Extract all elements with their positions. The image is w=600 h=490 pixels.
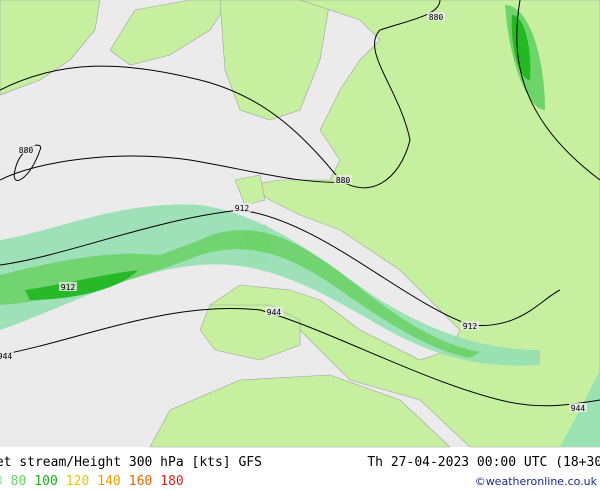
legend-value: 160: [129, 474, 152, 489]
legend-value: 60: [0, 474, 3, 489]
contour-label-bg: [17, 145, 35, 154]
valid-time: Th 27-04-2023 00:00 UTC (18+30): [367, 455, 600, 470]
contour-label: 944: [0, 352, 12, 361]
contour-label: 880: [336, 176, 351, 185]
map-title: Jet stream/Height 300 hPa [kts] GFS: [0, 455, 262, 470]
contour-label: 944: [267, 308, 282, 317]
legend-value: 120: [66, 474, 89, 489]
contour-label-bg: [569, 403, 587, 412]
contour-label: 944: [571, 404, 586, 413]
legend: 60 80 100 120 140 160 180: [0, 474, 184, 489]
contour-labels: 880 880 880 912 912 912 944 944 944: [0, 12, 587, 413]
contour-label: 912: [235, 204, 250, 213]
jet-bands: [0, 5, 600, 447]
contour-label: 912: [463, 322, 478, 331]
band-80: [0, 229, 480, 358]
land: [0, 0, 600, 448]
contours: [0, 0, 600, 407]
contour-label-bg: [233, 203, 251, 212]
contour-label-bg: [59, 282, 77, 291]
band-60-se: [560, 370, 600, 447]
contour-label: 880: [19, 146, 34, 155]
band-100: [25, 270, 138, 300]
legend-value: 140: [97, 474, 120, 489]
legend-value: 180: [160, 474, 183, 489]
contour-label: 880: [429, 13, 444, 22]
contour-label: 912: [61, 283, 76, 292]
contour-label-bg: [427, 12, 445, 21]
credit: ©weatheronline.co.uk: [475, 475, 598, 488]
contour-label-bg: [0, 351, 14, 360]
legend-value: 80: [11, 474, 27, 489]
contour-label-bg: [461, 321, 479, 330]
contour-label-bg: [265, 307, 283, 316]
band-100-east: [511, 15, 531, 80]
legend-value: 100: [34, 474, 57, 489]
contour-label-bg: [334, 175, 352, 184]
